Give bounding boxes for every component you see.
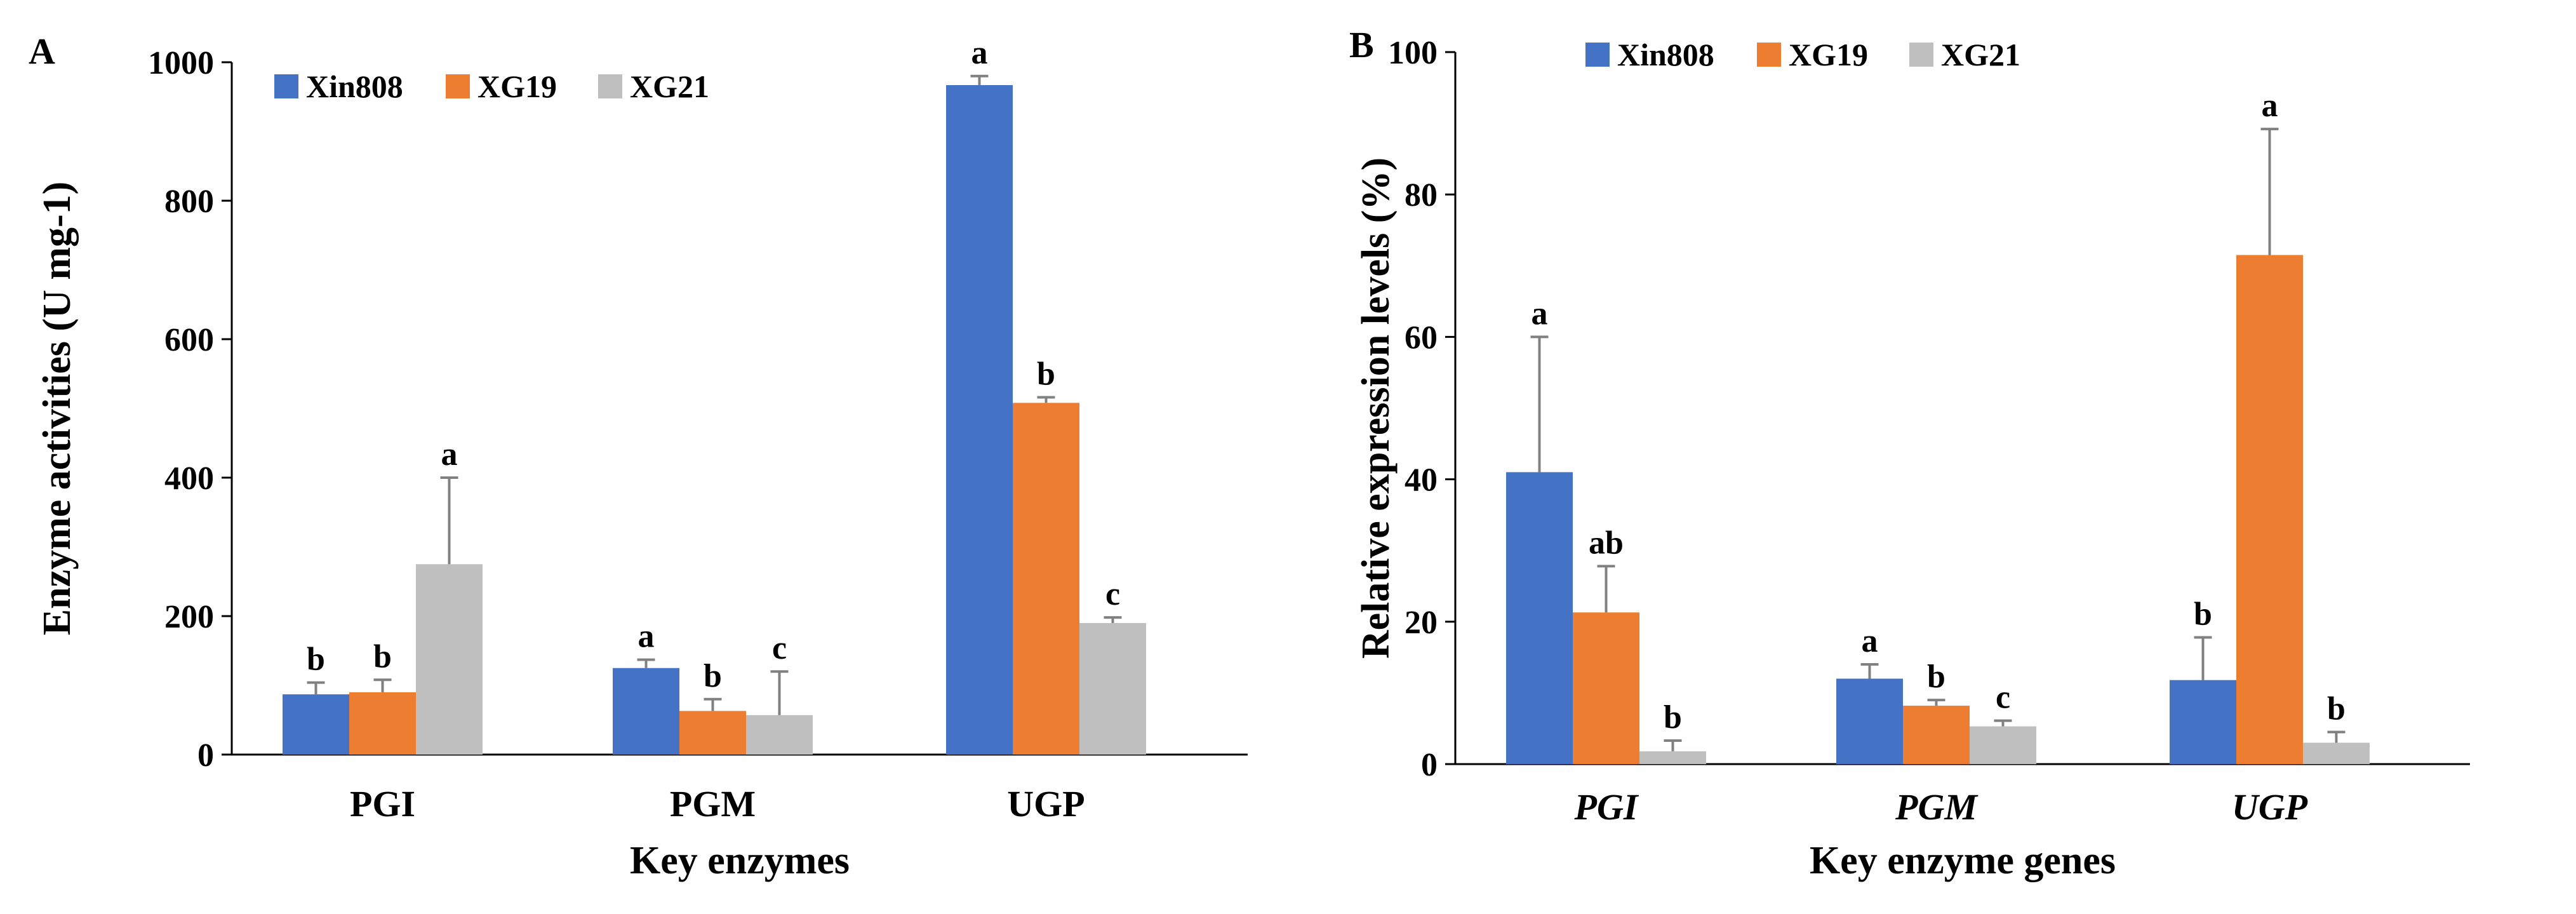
significance-letter: c [772,630,787,666]
x-category-label: UGP [2232,786,2308,828]
significance-letter: a [2262,88,2278,124]
legend-label: XG21 [630,69,709,104]
bar [2170,680,2236,764]
significance-letter: a [971,35,988,71]
y-tick-label: 200 [164,599,214,635]
significance-letter: b [1664,699,1682,736]
legend-label: XG21 [1941,37,2020,72]
significance-letter: b [1927,659,1945,695]
legend-swatch [1585,43,1610,67]
legend-swatch [598,74,622,98]
bar [1639,751,1706,764]
bar [1506,472,1573,764]
y-tick-label: 80 [1405,177,1438,213]
significance-letter: b [2194,596,2212,632]
legend-label: Xin808 [1617,37,1714,72]
y-tick-label: 100 [1388,35,1438,71]
legend-swatch [1757,43,1781,67]
significance-letter: b [2327,691,2346,727]
bar [679,711,746,755]
bar [1836,678,1903,764]
significance-letter: b [1037,356,1055,393]
y-tick-label: 600 [164,322,214,358]
y-tick-label: 20 [1405,605,1438,641]
panel-label: A [29,30,55,72]
bar [613,668,679,755]
significance-letter: a [1862,623,1878,659]
bar [2303,743,2370,764]
x-category-label: PGM [1895,786,1979,828]
significance-letter: a [1532,295,1548,332]
x-axis-title: Key enzymes [630,839,850,882]
legend-label: XG19 [477,69,557,104]
x-category-label: UGP [1007,783,1084,824]
legend-swatch [446,74,470,98]
significance-letter: c [1105,576,1120,612]
significance-letter: a [638,619,655,655]
bar [1013,403,1079,755]
y-tick-label: 800 [164,184,214,220]
significance-letter: ab [1589,525,1624,561]
significance-letter: b [307,642,325,678]
bar [1970,726,2036,764]
y-tick-label: 0 [197,737,214,774]
bar [283,694,349,755]
panel-label: B [1349,24,1374,65]
significance-letter: a [441,436,458,473]
y-tick-label: 0 [1421,747,1438,783]
panel-a: A 0 200 400 600 800 1000 b a a b b b a c c PGI PGM UGP Key … [29,30,1248,882]
legend-label: XG19 [1789,37,1868,72]
x-category-label: PGI [350,783,415,824]
y-tick-label: 60 [1405,319,1438,356]
bar [1573,612,1639,764]
x-category-label: PGI [1574,786,1639,828]
bar [1079,622,1146,755]
y-axis-title: Enzyme activities (U mg-1) [36,182,79,636]
legend-swatch [1909,43,1933,67]
bar [946,84,1013,755]
significance-letter: c [1996,680,2010,716]
significance-letter: b [704,658,722,694]
bar [1903,706,1970,764]
y-tick-label: 1000 [148,45,214,81]
bar [746,715,813,755]
y-tick-label: 40 [1405,462,1438,499]
legend-label: Xin808 [306,69,403,104]
x-axis-title: Key enzyme genes [1810,839,2116,882]
bar [349,692,416,755]
significance-letter: b [373,638,392,675]
bar [2236,255,2303,764]
legend-swatch [274,74,298,98]
y-axis-title: Relative expression levels (%) [1354,158,1398,659]
bar [416,564,483,755]
x-category-label: PGM [670,783,756,824]
y-tick-label: 400 [164,460,214,497]
